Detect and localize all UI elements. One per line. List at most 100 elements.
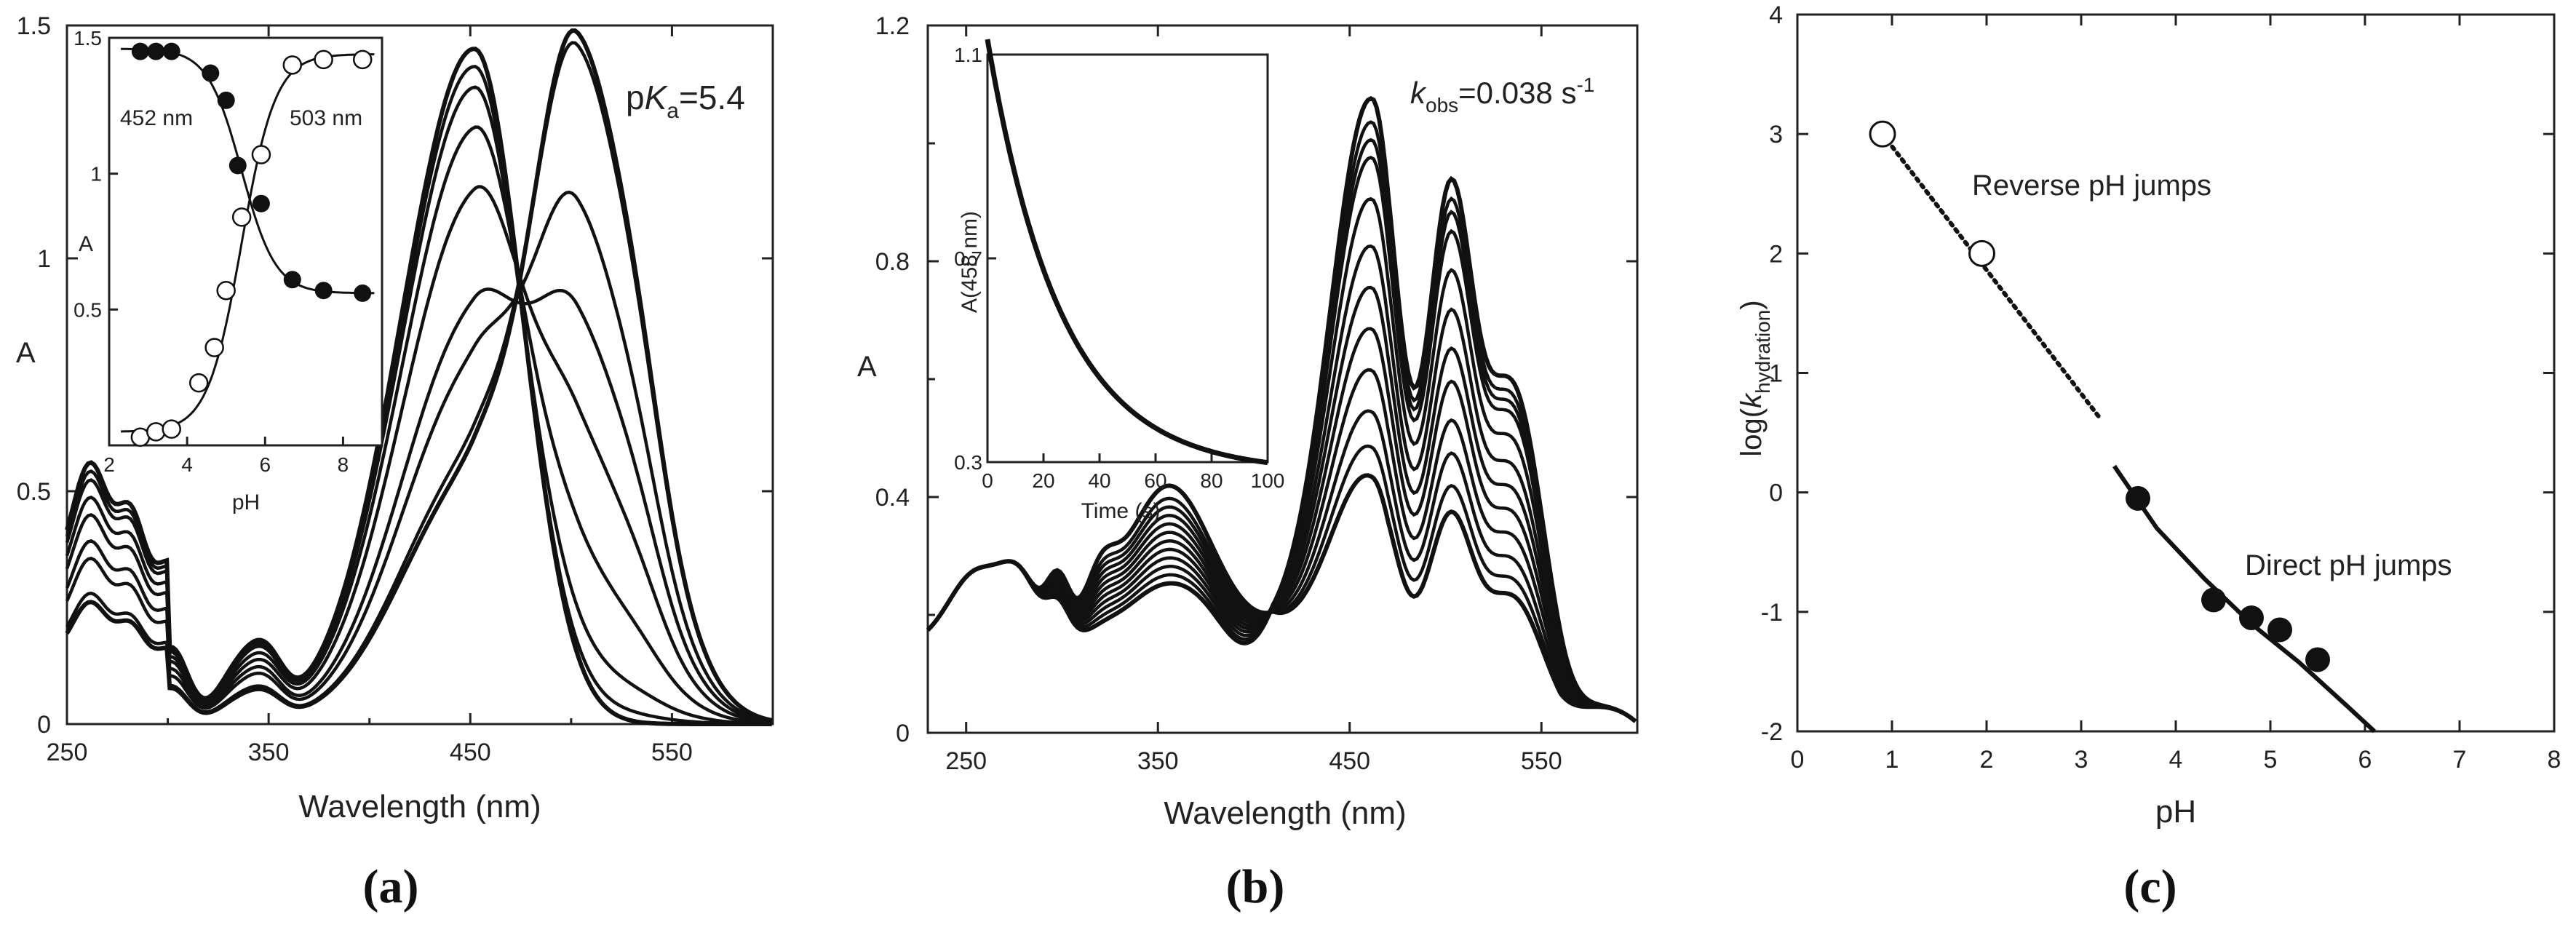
panel-c-point-direct — [2126, 485, 2150, 511]
panel-c-xtick-label: 2 — [1980, 746, 1994, 774]
inset-b-xtick-label: 20 — [1032, 469, 1054, 492]
panel-c-point-direct — [2267, 617, 2292, 643]
panel-c-point-direct — [2239, 605, 2264, 631]
panel-c-xtick-label: 1 — [1885, 746, 1899, 774]
panel-b-ytick-label: 0.4 — [875, 484, 910, 512]
panel-c-point-direct — [2201, 587, 2226, 613]
panel-c-xtick-label: 4 — [2169, 746, 2183, 774]
inset-a-point-452 — [131, 42, 149, 60]
panel-a-ytick-label: 1 — [37, 245, 51, 273]
inset-a-label-503: 503 nm — [290, 106, 362, 130]
panel-a: 250 350 450 550 0 0.5 1 1.5 A Wavelength (nm) p… — [16, 12, 774, 824]
inset-b-xtick-label: 40 — [1088, 469, 1110, 492]
panel-b-ytick-label: 1.2 — [875, 12, 910, 40]
panel-label-a: (a) — [363, 860, 419, 913]
annotation-direct: Direct pH jumps — [2245, 549, 2452, 581]
panel-c-line-reverse — [1880, 132, 2102, 421]
panel-a-xlabel: Wavelength (nm) — [298, 789, 541, 824]
inset-a-point-452 — [147, 42, 165, 60]
inset-a-point-452 — [202, 64, 220, 82]
inset-a-point-503 — [162, 419, 181, 439]
inset-a-point-503 — [314, 49, 333, 70]
inset-a-point-503 — [204, 338, 224, 357]
inset-b-xtick-label: 60 — [1144, 469, 1166, 492]
panel-a-ytick-label: 0.5 — [17, 478, 51, 506]
panel-a-frame — [65, 24, 774, 726]
panel-c-ytick-label: 0 — [1769, 480, 1783, 507]
panel-b-inset-frame — [986, 53, 1269, 464]
panel-a-spectrum-s9 — [65, 28, 773, 723]
inset-a-point-503 — [282, 55, 303, 75]
inset-a-ytick-label: 1 — [90, 163, 102, 186]
panel-c: 0 1 2 3 4 5 6 7 8 -2 -1 0 1 2 3 4 log(khydration) pH Re… — [1736, 1, 2561, 830]
panel-c-xtick-label: 8 — [2548, 746, 2561, 774]
panel-c-frame — [1796, 13, 2556, 733]
panel-a-inset: 2 4 6 8 0.5 1 1.5 A pH 452 nm 503 nm — [73, 27, 383, 514]
panel-label-b: (b) — [1226, 860, 1285, 913]
inset-b-decay-curve — [985, 39, 1268, 466]
panel-b-ylabel: A — [857, 351, 877, 383]
inset-a-point-503 — [352, 49, 373, 70]
panel-b: 250 350 450 550 0 0.4 0.8 1.2 A Wavelength (nm)… — [857, 12, 1639, 831]
panel-c-ytick-label: -1 — [1761, 599, 1783, 627]
panel-b-ytick-label: 0.8 — [875, 248, 910, 276]
panel-c-ytick-label: 4 — [1769, 1, 1783, 29]
inset-b-ytick-label: 0.7 — [954, 247, 982, 270]
panel-b-kobs-annotation: kobs=0.038 s-1 — [1410, 73, 1594, 116]
panel-a-xtick-label: 450 — [450, 739, 491, 766]
panel-a-pka-annotation: pKa=5.4 — [626, 79, 745, 123]
inset-a-xtick-label: 4 — [181, 453, 193, 476]
panel-b-spectra — [926, 96, 1637, 723]
panel-a-spectra — [65, 28, 773, 726]
inset-a-ylabel: A — [79, 232, 93, 256]
inset-b-xlabel: Time (s) — [1081, 499, 1161, 523]
panel-c-point-reverse — [1869, 120, 1896, 148]
panel-b-xtick-label: 350 — [1137, 747, 1179, 775]
panel-c-xtick-label: 0 — [1791, 746, 1805, 774]
inset-a-point-503 — [146, 422, 166, 442]
panel-a-ylabel: A — [16, 337, 36, 369]
panel-c-point-direct — [2305, 647, 2330, 672]
inset-b-ytick-label: 0.3 — [954, 451, 982, 474]
panel-a-xtick-label: 250 — [47, 739, 88, 766]
inset-b-xtick-label: 80 — [1200, 469, 1223, 492]
inset-a-ytick-label: 0.5 — [73, 298, 102, 321]
inset-b-ylabel: A(458 nm) — [958, 211, 982, 313]
panel-c-line-direct — [2112, 464, 2377, 734]
panel-a-ytick-label: 0 — [37, 711, 51, 739]
panel-a-xtick-label: 350 — [248, 739, 290, 766]
panel-c-point-reverse — [1968, 239, 1995, 267]
inset-b-xtick-label: 100 — [1251, 469, 1285, 492]
panel-a-spectrum-s5 — [65, 185, 772, 725]
panel-a-ytick-label: 1.5 — [17, 12, 51, 40]
panel-c-ytick-label: -2 — [1761, 718, 1783, 746]
panel-b-xlabel: Wavelength (nm) — [1164, 795, 1406, 831]
inset-a-xlabel: pH — [232, 490, 260, 514]
inset-a-point-503 — [231, 207, 252, 227]
annotation-reverse: Reverse pH jumps — [1972, 170, 2211, 202]
inset-a-point-452 — [252, 194, 270, 212]
panel-c-xtick-label: 7 — [2453, 746, 2467, 774]
inset-a-point-452 — [354, 284, 372, 302]
inset-a-xtick-label: 6 — [259, 453, 271, 476]
panel-a-spectrum-s6 — [65, 287, 772, 724]
panel-a-inset-frame — [108, 36, 383, 447]
panel-a-spectrum-s7 — [65, 190, 772, 723]
panel-c-ytick-label: 1 — [1769, 360, 1783, 388]
inset-a-label-452: 452 nm — [120, 106, 193, 130]
inset-a-point-503 — [216, 280, 236, 301]
panel-c-xlabel: pH — [2155, 794, 2196, 830]
panel-b-ytick-label: 0 — [896, 720, 910, 747]
panel-c-xtick-label: 3 — [2075, 746, 2088, 774]
inset-a-point-452 — [228, 156, 247, 175]
panel-b-xtick-label: 550 — [1521, 747, 1562, 775]
panel-c-ytick-label: 2 — [1769, 240, 1783, 268]
inset-a-xtick-label: 2 — [103, 453, 115, 476]
inset-a-point-452 — [162, 42, 180, 60]
inset-a-xtick-label: 8 — [338, 453, 349, 476]
panel-c-xtick-label: 6 — [2358, 746, 2372, 774]
inset-a-point-452 — [283, 271, 301, 289]
panel-b-xtick-label: 250 — [945, 747, 987, 775]
panel-c-xtick-label: 5 — [2264, 746, 2278, 774]
